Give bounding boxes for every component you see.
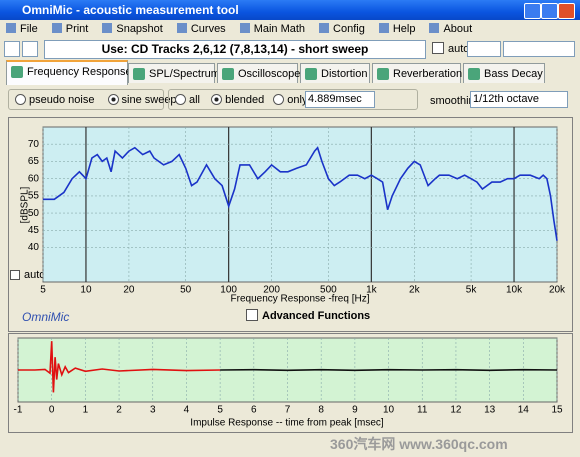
x-tick-label: 5k bbox=[466, 285, 478, 296]
plot-area bbox=[42, 126, 558, 283]
x-tick-label: 20 bbox=[123, 285, 135, 296]
y-tick-label: 65 bbox=[28, 156, 40, 167]
radio-label: blended bbox=[225, 94, 265, 106]
x-tick-label: 200 bbox=[263, 285, 280, 296]
x-tick-label: 15 bbox=[551, 405, 563, 416]
x-tick-label: 5 bbox=[217, 405, 223, 416]
menu-item[interactable]: Config bbox=[319, 23, 365, 35]
x-tick-label: 14 bbox=[518, 405, 530, 416]
data-line bbox=[18, 341, 221, 393]
x-tick-label: 500 bbox=[320, 285, 337, 296]
tab[interactable]: Frequency Response bbox=[6, 60, 132, 85]
menu-item[interactable]: About bbox=[429, 23, 472, 35]
advanced-checkbox[interactable]: Advanced Functions bbox=[246, 309, 370, 322]
x-axis-label: Impulse Response -- time from peak [msec… bbox=[190, 418, 384, 429]
y-tick-label: 70 bbox=[28, 139, 40, 150]
tab[interactable]: Bass Decay bbox=[463, 63, 545, 83]
x-tick-label: 20k bbox=[549, 285, 566, 296]
status-field: Use: CD Tracks 2,6,12 (7,8,13,14) - shor… bbox=[44, 40, 426, 59]
x-tick-label: 9 bbox=[352, 405, 358, 416]
auto-checkbox[interactable]: auto bbox=[10, 269, 45, 281]
x-tick-label: 1 bbox=[83, 405, 89, 416]
input[interactable] bbox=[467, 41, 501, 57]
radio-label: pseudo noise bbox=[29, 94, 95, 106]
pause-button[interactable] bbox=[4, 41, 20, 57]
radio-label: all bbox=[189, 94, 201, 106]
signal-group: pseudo noise sine sweep bbox=[8, 89, 177, 110]
x-tick-label: 10 bbox=[80, 285, 92, 296]
x-tick-label: 13 bbox=[484, 405, 496, 416]
x-tick-label: 10 bbox=[383, 405, 395, 416]
x-tick-label: 10k bbox=[506, 285, 523, 296]
y-tick-label: 60 bbox=[28, 173, 40, 184]
tab[interactable]: Oscilloscope bbox=[217, 63, 300, 83]
x-tick-label: -1 bbox=[14, 405, 23, 416]
time-input[interactable]: 4.889msec bbox=[305, 91, 375, 108]
x-tick-label: 50 bbox=[180, 285, 192, 296]
radio[interactable]: all bbox=[175, 94, 200, 106]
x-tick-label: 4 bbox=[184, 405, 190, 416]
y-tick-label: 40 bbox=[28, 242, 40, 253]
x-tick-label: 6 bbox=[251, 405, 257, 416]
window-title: OmniMic - acoustic measurement tool bbox=[22, 3, 239, 17]
menu-item[interactable]: Snapshot bbox=[102, 23, 162, 35]
y-axis-label: [dBSPL] bbox=[20, 186, 31, 223]
radio-label: sine sweep bbox=[121, 94, 177, 106]
y-tick-label: 55 bbox=[28, 191, 40, 202]
advanced-label: Advanced Functions bbox=[262, 310, 371, 322]
data-line bbox=[43, 146, 558, 241]
menu-item[interactable]: Main Math bbox=[240, 23, 305, 35]
radio[interactable]: pseudo noise bbox=[15, 94, 94, 106]
x-tick-label: 1k bbox=[366, 285, 378, 296]
auto-label: auto bbox=[448, 43, 470, 55]
radio[interactable]: blended bbox=[211, 94, 264, 106]
auto-label: auto bbox=[24, 269, 46, 281]
x-tick-label: 3 bbox=[150, 405, 156, 416]
menu-item[interactable]: File bbox=[6, 23, 38, 35]
menu-item[interactable]: Help bbox=[379, 23, 416, 35]
x-tick-label: 2 bbox=[116, 405, 122, 416]
radio[interactable]: sine sweep bbox=[107, 94, 177, 106]
auto-checkbox[interactable]: auto bbox=[432, 42, 469, 55]
x-tick-label: 100 bbox=[220, 285, 237, 296]
menu-item[interactable]: Curves bbox=[177, 23, 226, 35]
watermark: 360汽车网 www.360qc.com bbox=[330, 436, 508, 452]
x-tick-label: 7 bbox=[285, 405, 291, 416]
x-tick-label: 8 bbox=[318, 405, 324, 416]
smoothing-label: smoothing bbox=[430, 95, 481, 107]
tab[interactable]: Distortion bbox=[300, 63, 370, 83]
data-line bbox=[220, 368, 558, 372]
slider[interactable] bbox=[503, 41, 575, 57]
maximize[interactable] bbox=[541, 3, 558, 19]
x-tick-label: 0 bbox=[49, 405, 55, 416]
title-bar: OmniMic - acoustic measurement tool bbox=[0, 0, 580, 20]
smoothing-select[interactable]: 1/12th octave bbox=[470, 91, 568, 108]
brand: OmniMic bbox=[22, 310, 70, 324]
x-axis-label: Frequency Response -freq [Hz] bbox=[231, 294, 370, 305]
menu-item[interactable]: Print bbox=[52, 23, 89, 35]
x-tick-label: 5 bbox=[40, 285, 46, 296]
y-tick-label: 50 bbox=[28, 208, 40, 219]
minimize[interactable] bbox=[524, 3, 541, 19]
x-tick-label: 2k bbox=[409, 285, 421, 296]
play-button[interactable] bbox=[22, 41, 38, 57]
tab[interactable]: Reverberation bbox=[372, 63, 462, 83]
menu-bar: File Print Snapshot Curves Main Math Config He… bbox=[6, 23, 472, 35]
y-tick-label: 45 bbox=[28, 225, 40, 236]
x-tick-label: 11 bbox=[417, 405, 428, 416]
x-tick-label: 12 bbox=[450, 405, 462, 416]
close[interactable] bbox=[558, 3, 575, 19]
tab[interactable]: SPL/Spectrum bbox=[128, 63, 220, 83]
